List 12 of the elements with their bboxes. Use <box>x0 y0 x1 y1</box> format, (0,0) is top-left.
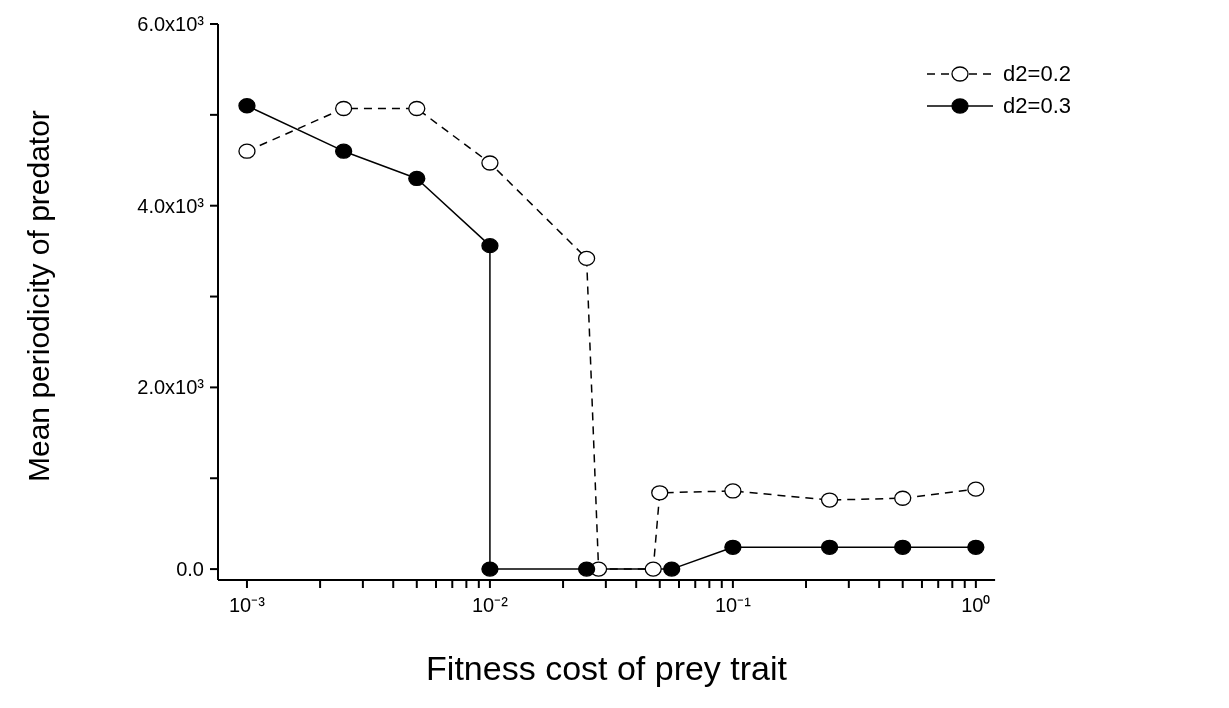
y-tick-label: 2.0x10³ <box>137 376 205 399</box>
legend-label: d2=0.3 <box>1003 93 1071 119</box>
y-axis-title: Mean periodicity of predator <box>21 110 55 482</box>
x-tick-label: 10⁰ <box>961 594 991 616</box>
x-tick-label: 10⁻¹ <box>714 594 752 616</box>
y-tick-label: 4.0x10³ <box>137 194 205 217</box>
y-tick-label: 0.0 <box>176 558 204 581</box>
legend-label: d2=0.2 <box>1003 61 1071 87</box>
x-tick-label: 10⁻² <box>471 594 509 616</box>
x-tick-label: 10⁻³ <box>229 594 266 616</box>
x-axis-title: Fitness cost of prey trait <box>426 649 788 687</box>
y-tick-label: 6.0x10³ <box>137 13 205 35</box>
